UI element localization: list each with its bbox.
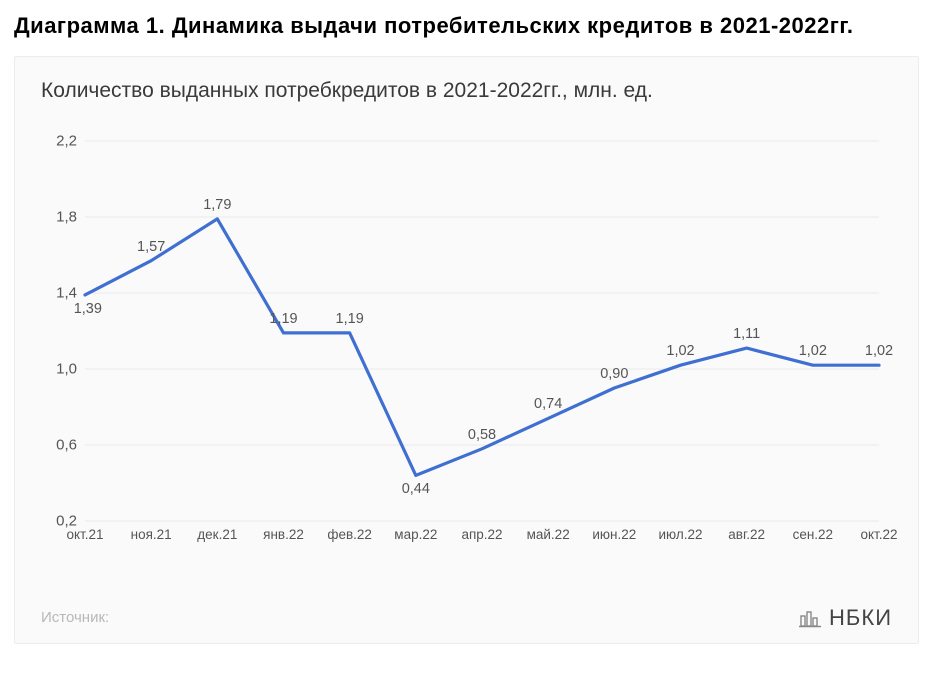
x-tick-label: сен.22 — [793, 521, 833, 542]
x-tick-label: июл.22 — [658, 521, 702, 542]
data-label: 1,02 — [865, 343, 893, 359]
logo-text: НБКИ — [829, 605, 892, 631]
data-label: 0,44 — [402, 481, 430, 497]
x-tick-label: май.22 — [527, 521, 570, 542]
x-tick-label: июн.22 — [592, 521, 636, 542]
logo: НБКИ — [799, 605, 892, 631]
x-tick-label: ноя.21 — [131, 521, 172, 542]
source-label: Источник: — [41, 609, 109, 626]
data-label: 0,74 — [534, 396, 562, 412]
x-tick-label: окт.22 — [860, 521, 897, 542]
data-label: 1,11 — [733, 326, 760, 342]
data-label: 1,19 — [269, 311, 297, 327]
y-tick-label: 1,8 — [56, 208, 85, 225]
x-tick-label: окт.21 — [66, 521, 103, 542]
data-label: 1,19 — [336, 311, 364, 327]
y-tick-label: 2,2 — [56, 132, 85, 149]
chart-footer: Источник: НБКИ — [41, 605, 892, 631]
chart-svg — [41, 131, 891, 551]
data-label: 1,02 — [799, 343, 827, 359]
x-tick-label: фев.22 — [327, 521, 372, 542]
y-tick-label: 0,6 — [56, 436, 85, 453]
y-tick-label: 1,4 — [56, 284, 85, 301]
chart-title: Количество выданных потребкредитов в 202… — [41, 79, 892, 103]
x-tick-label: янв.22 — [263, 521, 304, 542]
chart-card: Количество выданных потребкредитов в 202… — [14, 56, 919, 644]
data-label: 0,58 — [468, 427, 496, 443]
data-label: 1,79 — [203, 197, 231, 213]
x-tick-label: апр.22 — [461, 521, 502, 542]
data-label: 1,39 — [74, 301, 102, 317]
page-title: Диаграмма 1. Динамика выдачи потребитель… — [14, 10, 919, 42]
y-tick-label: 1,0 — [56, 360, 85, 377]
logo-icon — [799, 608, 823, 628]
x-tick-label: мар.22 — [394, 521, 437, 542]
data-label: 1,02 — [666, 343, 694, 359]
data-label: 1,57 — [137, 239, 165, 255]
x-tick-label: дек.21 — [197, 521, 237, 542]
data-label: 0,90 — [600, 366, 628, 382]
x-tick-label: авг.22 — [728, 521, 765, 542]
chart-plot: 0,20,61,01,41,82,2окт.211,39ноя.211,57де… — [41, 131, 891, 551]
